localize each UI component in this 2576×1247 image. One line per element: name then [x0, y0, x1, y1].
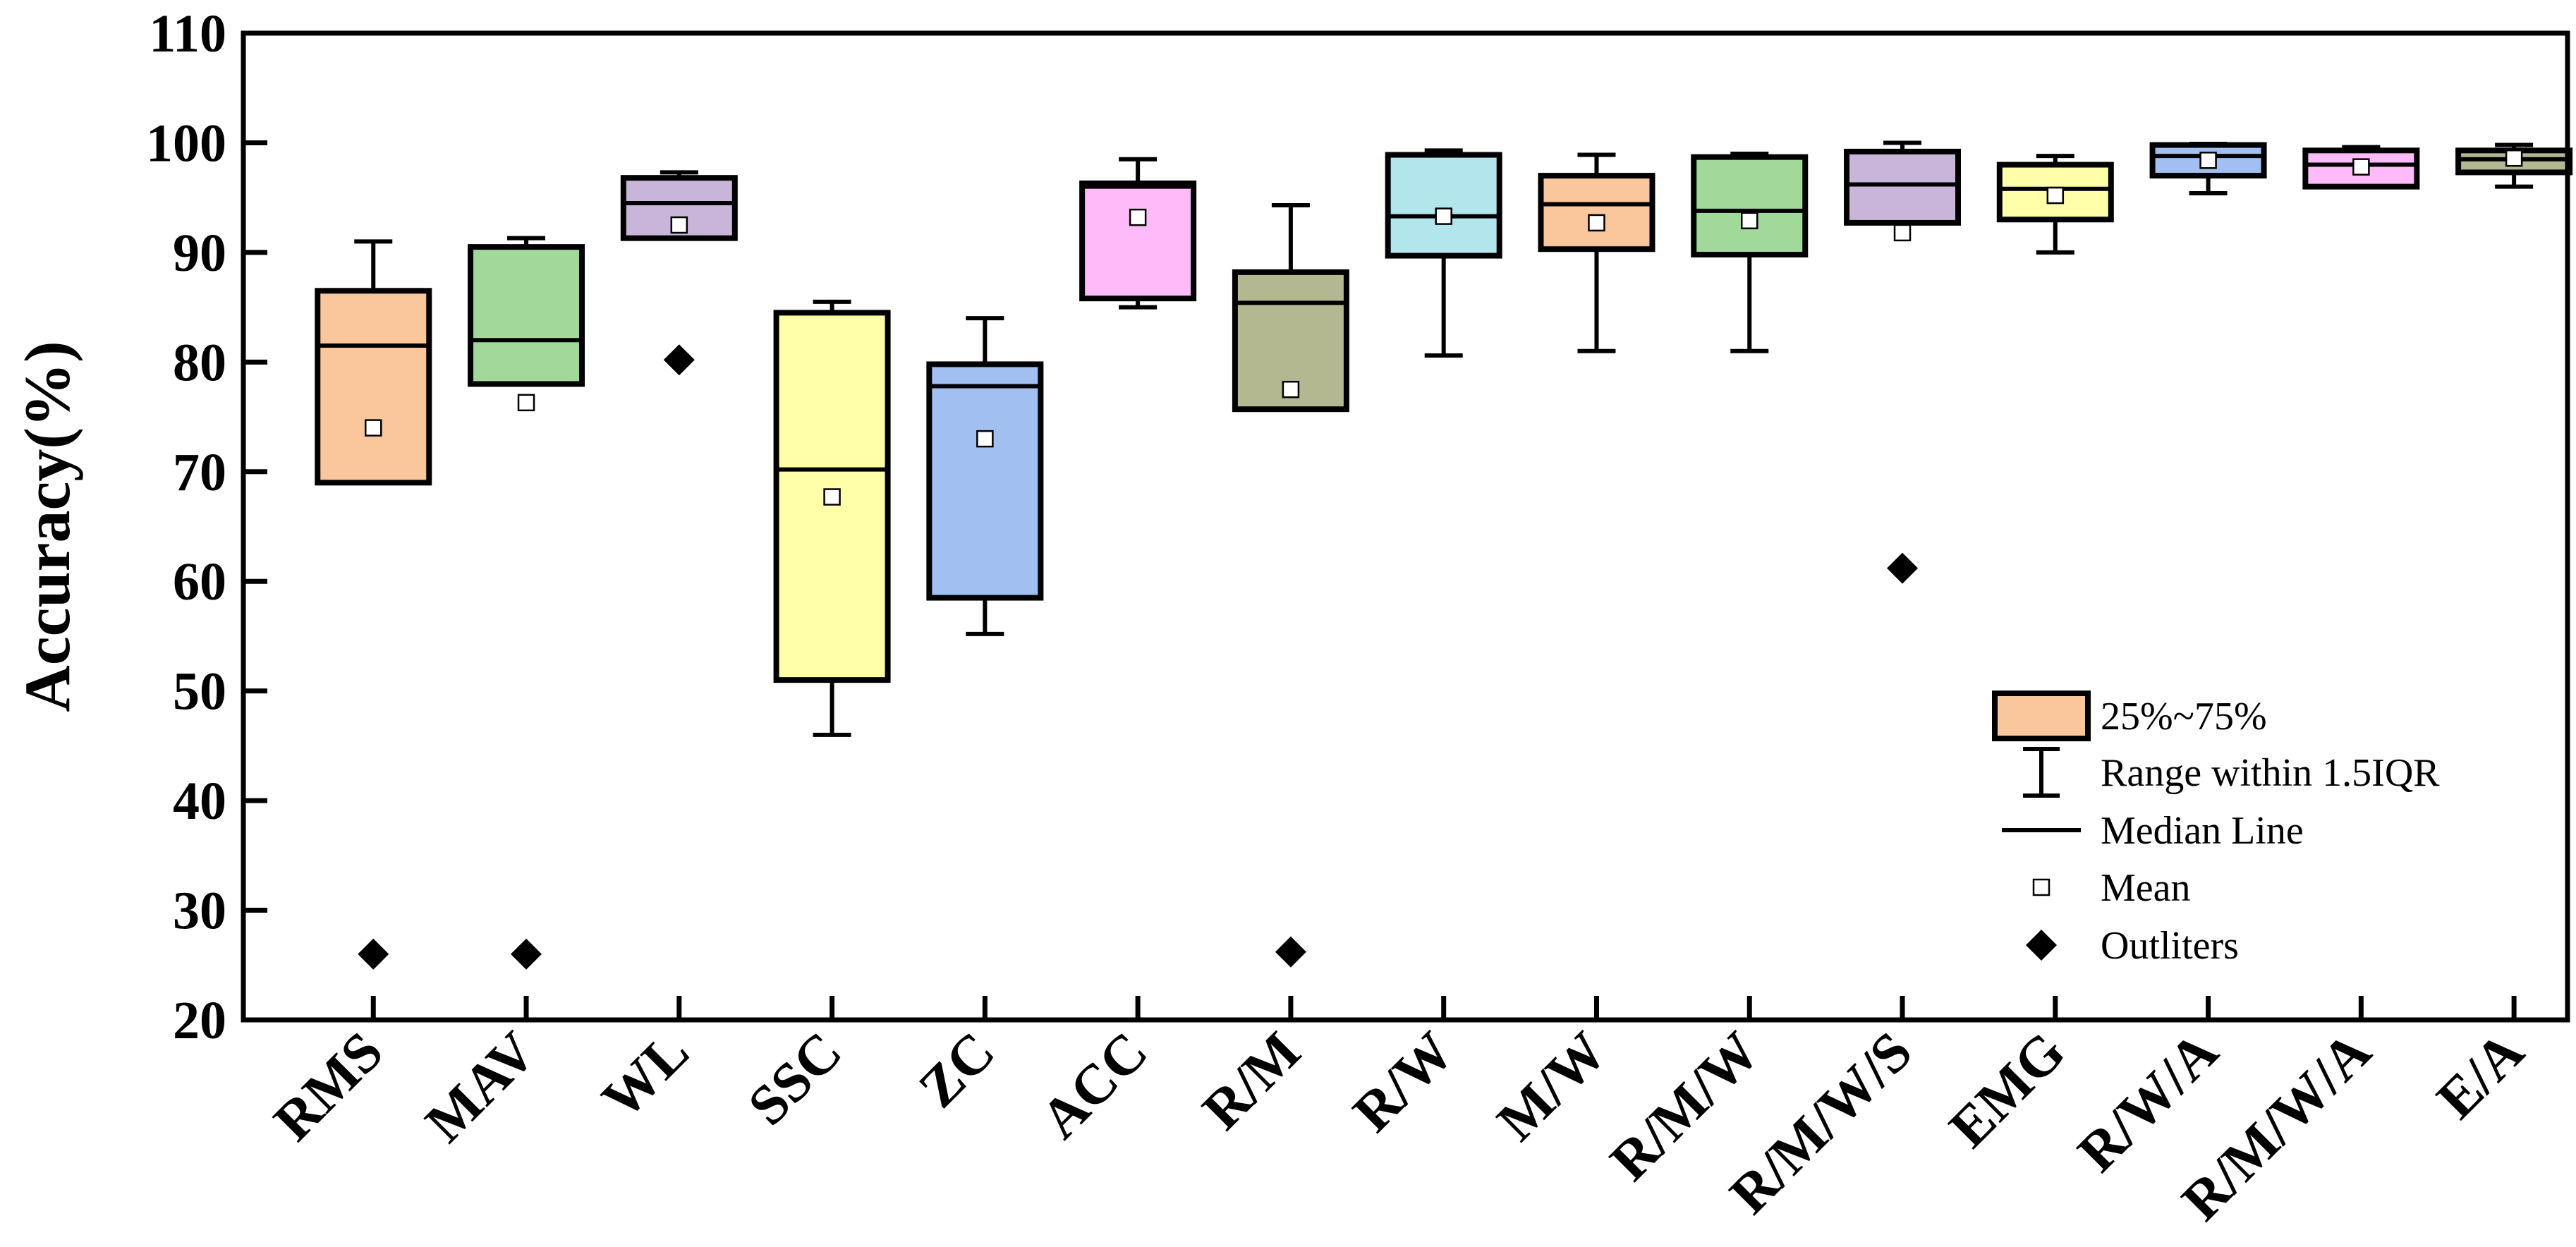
y-tick-label: 60: [173, 552, 226, 612]
y-axis-title: Accuracy(%): [11, 341, 83, 712]
y-tick-label: 40: [173, 772, 226, 831]
mean-marker: [2199, 152, 2217, 169]
plot-marks: [315, 140, 2573, 970]
y-tick-label: 80: [173, 333, 226, 392]
legend-item-outlier: Outliters: [2026, 924, 2239, 968]
mean-marker: [365, 419, 382, 437]
legend-label: Outliters: [2101, 924, 2239, 968]
mean-marker: [1740, 212, 1758, 230]
box-ssc: [773, 299, 891, 737]
outlier-marker: [1887, 552, 1919, 584]
outlier-marker: [1275, 936, 1306, 968]
x-tick-label: E/A: [2425, 1020, 2536, 1131]
legend-mean-swatch: [2032, 878, 2051, 896]
y-tick-label: 100: [146, 114, 226, 173]
mean-marker: [823, 488, 841, 506]
iqr-box: [1996, 162, 2114, 223]
iqr-box: [468, 244, 585, 387]
plot-frame: [241, 30, 2570, 1023]
box-r-m-w-a: [2302, 145, 2420, 190]
iqr-box: [1844, 148, 1962, 226]
x-axis: RMS MAV WL SSC ZC ACC R/M R/W M/WR/M/WR/M/W/S EMG…: [262, 996, 2536, 1233]
legend-label: Mean: [2101, 866, 2191, 910]
legend-item-whisker: Range within 1.5IQR: [2023, 747, 2440, 798]
iqr-box: [926, 361, 1044, 601]
mean-marker: [2352, 158, 2370, 176]
outlier-marker: [663, 344, 695, 376]
x-tick-label: ACC: [1029, 1021, 1160, 1151]
x-tick-label: R/M: [1191, 1021, 1312, 1142]
iqr-box: [1691, 154, 1809, 257]
legend: 25%~75% Range within 1.5IQR Median Line Mea…: [1992, 691, 2440, 968]
box-r-w-a: [2149, 141, 2267, 195]
mean-marker: [1893, 224, 1912, 242]
legend-label: Median Line: [2101, 809, 2304, 853]
iqr-box: [1079, 180, 1197, 302]
x-tick-label: EMG: [1938, 1021, 2077, 1160]
legend-outlier-swatch: [2026, 930, 2057, 961]
x-tick-label: RMS: [262, 1021, 395, 1153]
box-rms: [315, 239, 432, 970]
box-e-a: [2455, 142, 2573, 189]
x-tick-label: ZC: [907, 1021, 1007, 1120]
y-tick-label: 20: [173, 991, 226, 1050]
iqr-box: [1538, 173, 1655, 253]
mean-marker: [2046, 186, 2065, 205]
mean-marker: [1588, 214, 1605, 232]
legend-item-mean: Mean: [2032, 866, 2191, 910]
iqr-box: [315, 288, 432, 486]
box-r-m-w: [1691, 151, 1809, 353]
y-tick-label: 50: [173, 662, 226, 722]
outlier-marker: [358, 938, 389, 970]
mean-marker: [1282, 380, 1300, 399]
box-wl: [620, 170, 738, 376]
box-r-m-w-s: [1844, 140, 1962, 584]
legend-item-median: Median Line: [2002, 809, 2304, 853]
x-tick-label: M/W: [1486, 1021, 1618, 1153]
mean-marker: [1435, 207, 1452, 225]
mean-marker: [517, 394, 535, 412]
box-zc: [926, 316, 1044, 636]
y-tick-label: 110: [149, 4, 226, 63]
box-emg: [1996, 154, 2114, 255]
legend-item-box: 25%~75%: [1992, 691, 2267, 741]
legend-box-swatch: [1992, 691, 2091, 741]
mean-marker: [670, 216, 688, 234]
legend-label: Range within 1.5IQR: [2101, 751, 2440, 795]
y-tick-label: 90: [173, 224, 226, 283]
x-tick-label: SSC: [736, 1021, 853, 1138]
box-r-w: [1385, 148, 1502, 358]
mean-marker: [2505, 149, 2523, 167]
y-axis: 20 30 40 50 60 70 80 90 100 110: [146, 4, 267, 1050]
y-tick-label: 70: [173, 443, 226, 502]
box-r-m: [1232, 203, 1349, 968]
legend-label: 25%~75%: [2101, 695, 2267, 738]
iqr-box: [1385, 152, 1502, 259]
mean-marker: [1129, 208, 1147, 226]
mean-marker: [976, 430, 994, 448]
box-m-w: [1538, 152, 1655, 353]
x-tick-label: R/W: [1342, 1021, 1465, 1144]
box-mav: [468, 236, 585, 970]
outlier-marker: [511, 938, 542, 970]
y-tick-label: 30: [173, 882, 226, 941]
x-tick-label: WL: [590, 1021, 701, 1131]
box-acc: [1079, 157, 1197, 310]
x-tick-label: MAV: [414, 1021, 548, 1155]
